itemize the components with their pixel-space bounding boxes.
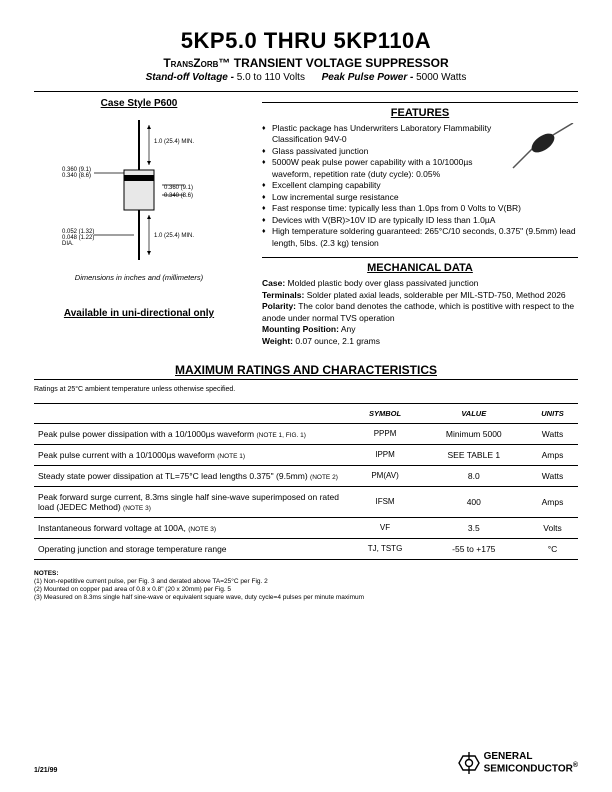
dim-dia: DIA. [62,241,74,247]
feature-item: Excellent clamping capability [262,180,578,191]
page-title: 5KP5.0 THRU 5KP110A [34,28,578,54]
subtitle-rest: TRANSIENT VOLTAGE SUPPRESSOR [230,56,448,70]
dim-bot-len: 1.0 (25.4) MIN. [154,233,194,239]
col-symbol: SYMBOL [350,403,421,423]
company-logo: GENERAL SEMICONDUCTOR® [457,752,578,774]
note-line: (3) Measured on 8.3ms single half sine-w… [34,594,578,602]
notes-block: NOTES: (1) Non-repetitive current pulse,… [34,570,578,603]
feature-item: 5000W peak pulse power capability with a… [262,157,578,180]
table-row: Peak forward surge current, 8.3ms single… [34,486,578,517]
feature-item: Plastic package has Underwriters Laborat… [262,123,578,146]
logo-text-bot: SEMICONDUCTOR [484,763,573,774]
mechanical-data: Case: Molded plastic body over glass pas… [262,278,578,347]
mech-mount-val: Any [339,324,356,334]
col-value: VALUE [421,403,527,423]
rating-symbol: IPPM [350,444,421,465]
rating-desc: Steady state power dissipation at TL=75°… [34,465,350,486]
rating-units: °C [527,538,578,559]
page-subtitle: TransZorb™ TRANSIENT VOLTAGE SUPPRESSOR [34,56,578,70]
rating-units: Amps [527,486,578,517]
dimensions-caption: Dimensions in inches and (millimeters) [34,273,244,282]
table-row: Steady state power dissipation at TL=75°… [34,465,578,486]
spec-power-val: 5000 Watts [416,72,466,83]
max-ratings-title: MAXIMUM RATINGS AND CHARACTERISTICS [34,363,578,377]
rating-desc: Peak pulse current with a 10/1000µs wave… [34,444,350,465]
rating-units: Watts [527,465,578,486]
rating-value: 8.0 [421,465,527,486]
rating-desc: Peak forward surge current, 8.3ms single… [34,486,350,517]
spec-standoff-label: Stand-off Voltage - [146,72,237,83]
rating-desc: Instantaneous forward voltage at 100A, (… [34,517,350,538]
mech-case-val: Molded plastic body over glass passivate… [285,278,478,288]
dim-left-b: 0.340 (8.6) [62,173,91,179]
rating-units: Volts [527,517,578,538]
notes-heading: NOTES: [34,570,578,578]
col-units: UNITS [527,403,578,423]
case-style-title: Case Style P600 [34,98,244,109]
dim-body-a: 0.360 (9.1) [164,185,193,191]
rating-value: -55 to +175 [421,538,527,559]
rating-value: Minimum 5000 [421,423,527,444]
availability-note: Available in uni-directional only [34,308,244,319]
rating-symbol: PM(AV) [350,465,421,486]
mech-weight-val: 0.07 ounce, 2.1 grams [293,336,380,346]
logo-text-top: GENERAL [484,751,533,762]
left-column: Case Style P600 1.0 (25.4) MIN. 0.360 (9… [34,98,244,347]
mech-pol-label: Polarity: [262,301,296,311]
header-rule [34,91,578,92]
rating-symbol: PPPM [350,423,421,444]
mechanical-title: MECHANICAL DATA [262,262,578,274]
rating-desc: Operating junction and storage temperatu… [34,538,350,559]
rating-units: Amps [527,444,578,465]
rating-value: SEE TABLE 1 [421,444,527,465]
table-row: Peak pulse current with a 10/1000µs wave… [34,444,578,465]
ratings-condition-note: Ratings at 25°C ambient temperature unle… [34,386,578,393]
mech-term-label: Terminals: [262,290,304,300]
rating-desc: Peak pulse power dissipation with a 10/1… [34,423,350,444]
feature-item: Devices with V(BR)>10V ID are typically … [262,215,578,226]
footer-date: 1/21/99 [34,767,57,774]
subtitle-brand: TransZorb™ [163,56,230,70]
note-line: (1) Non-repetitive current pulse, per Fi… [34,578,578,586]
features-title: FEATURES [262,107,578,119]
mech-pol-val: The color band denotes the cathode, whic… [262,301,574,322]
ratings-table: SYMBOL VALUE UNITS Peak pulse power diss… [34,403,578,560]
features-list: Plastic package has Underwriters Laborat… [262,123,578,249]
rating-value: 3.5 [421,517,527,538]
spec-power-label: Peak Pulse Power - [322,72,417,83]
mech-term-val: Solder plated axial leads, solderable pe… [304,290,565,300]
feature-item: Fast response time: typically less than … [262,203,578,214]
logo-reg: ® [573,762,578,769]
mech-mount-label: Mounting Position: [262,324,339,334]
feature-item: Glass passivated junction [262,146,578,157]
dim-top-len: 1.0 (25.4) MIN. [154,139,194,145]
rating-value: 400 [421,486,527,517]
feature-item: High temperature soldering guaranteed: 2… [262,226,578,249]
table-row: Peak pulse power dissipation with a 10/1… [34,423,578,444]
rating-symbol: IFSM [350,486,421,517]
table-row: Instantaneous forward voltage at 100A, (… [34,517,578,538]
right-column: FEATURES Plastic package has Underwriter… [262,98,578,347]
case-diagram: 1.0 (25.4) MIN. 0.360 (9.1) 0.340 (8.6) … [34,115,244,265]
mech-case-label: Case: [262,278,285,288]
rating-units: Watts [527,423,578,444]
feature-item: Low incremental surge resistance [262,192,578,203]
dim-body-b: 0.340 (8.6) [164,193,193,199]
spec-line: Stand-off Voltage - 5.0 to 110 Volts Pea… [34,72,578,83]
rating-symbol: TJ, TSTG [350,538,421,559]
mech-weight-label: Weight: [262,336,293,346]
table-row: Operating junction and storage temperatu… [34,538,578,559]
spec-standoff-val: 5.0 to 110 Volts [237,72,305,83]
note-line: (2) Mounted on copper pad area of 0.8 x … [34,586,578,594]
rating-symbol: VF [350,517,421,538]
